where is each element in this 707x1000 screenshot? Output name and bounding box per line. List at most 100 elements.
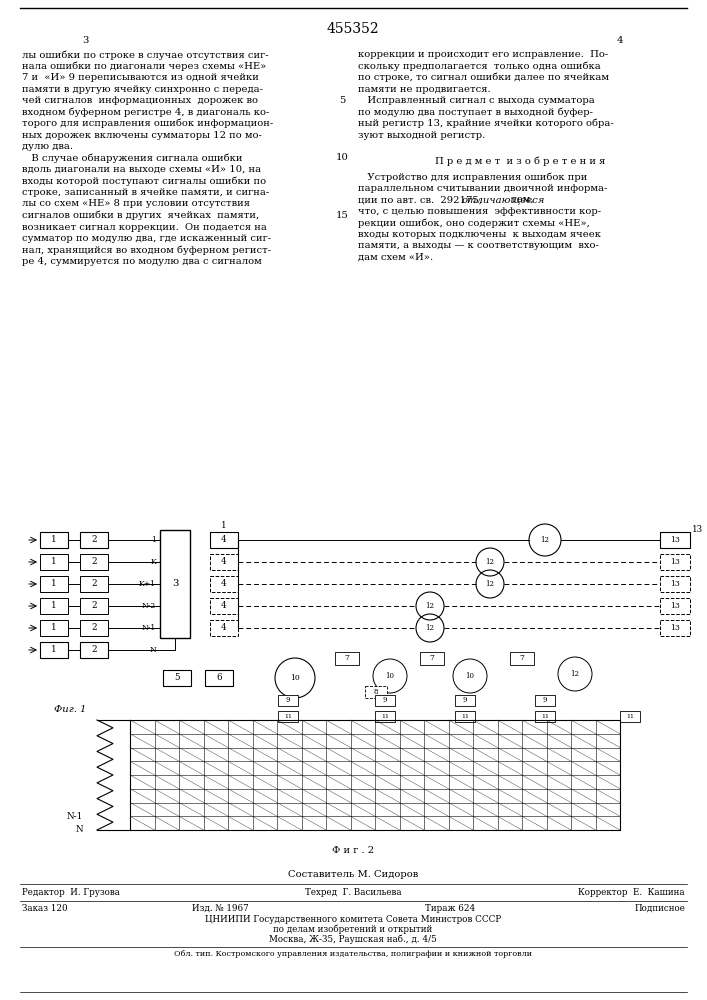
Text: 13: 13 xyxy=(670,602,680,610)
Text: 2: 2 xyxy=(91,601,97,610)
Text: 13: 13 xyxy=(692,526,703,534)
Text: Техред  Г. Васильева: Техред Г. Васильева xyxy=(305,888,402,897)
Text: по делам изобретений и открытий: по делам изобретений и открытий xyxy=(274,925,433,934)
Text: N-1: N-1 xyxy=(66,812,83,821)
Text: 12: 12 xyxy=(486,558,494,566)
Text: 10: 10 xyxy=(465,672,474,680)
Text: Москва, Ж-35, Раушская наб., д. 4/5: Москва, Ж-35, Раушская наб., д. 4/5 xyxy=(269,935,437,944)
Text: Составитель М. Сидоров: Составитель М. Сидоров xyxy=(288,870,418,879)
Text: сумматор по модулю два, где искаженный сиг-: сумматор по модулю два, где искаженный с… xyxy=(22,234,271,243)
Text: 13: 13 xyxy=(670,580,680,588)
Text: что, с целью повышения  эффективности кор-: что, с целью повышения эффективности кор… xyxy=(358,207,601,216)
Text: 2: 2 xyxy=(91,558,97,566)
Text: рекции ошибок, оно содержит схемы «НЕ»,: рекции ошибок, оно содержит схемы «НЕ», xyxy=(358,218,590,228)
Text: 13: 13 xyxy=(670,624,680,632)
FancyBboxPatch shape xyxy=(660,598,690,614)
Text: 10: 10 xyxy=(385,672,395,680)
Text: Обл. тип. Костромского управления издательства, полиграфии и книжной торговли: Обл. тип. Костромского управления издате… xyxy=(174,950,532,958)
Text: 13: 13 xyxy=(670,536,680,544)
FancyBboxPatch shape xyxy=(660,576,690,592)
Text: 4: 4 xyxy=(221,558,227,566)
Text: ции по авт. св.  292175,: ции по авт. св. 292175, xyxy=(358,195,485,204)
Text: 4: 4 xyxy=(221,580,227,588)
Text: параллельном считывании двоичной информа-: параллельном считывании двоичной информа… xyxy=(358,184,607,193)
FancyBboxPatch shape xyxy=(210,554,238,570)
FancyBboxPatch shape xyxy=(210,620,238,636)
Text: ный регистр 13, крайние ячейки которого обра-: ный регистр 13, крайние ячейки которого … xyxy=(358,119,614,128)
FancyBboxPatch shape xyxy=(660,554,690,570)
Text: входы которых подключены  к выходам ячеек: входы которых подключены к выходам ячеек xyxy=(358,230,601,239)
Text: 2: 2 xyxy=(91,646,97,654)
Text: 7 и  «И» 9 переписываются из одной ячейки: 7 и «И» 9 переписываются из одной ячейки xyxy=(22,73,259,82)
Text: входы которой поступают сигналы ошибки по: входы которой поступают сигналы ошибки п… xyxy=(22,176,266,186)
FancyBboxPatch shape xyxy=(375,694,395,706)
Text: 11: 11 xyxy=(284,714,292,718)
Text: 9: 9 xyxy=(286,696,291,704)
FancyBboxPatch shape xyxy=(375,710,395,722)
FancyBboxPatch shape xyxy=(163,670,191,686)
FancyBboxPatch shape xyxy=(365,686,387,698)
Text: зуют выходной регистр.: зуют выходной регистр. xyxy=(358,130,485,139)
Text: отличающееся: отличающееся xyxy=(462,195,545,204)
FancyBboxPatch shape xyxy=(210,598,238,614)
Text: 7: 7 xyxy=(344,654,349,662)
Text: чей сигналов  информационных  дорожек во: чей сигналов информационных дорожек во xyxy=(22,96,258,105)
FancyBboxPatch shape xyxy=(80,532,108,548)
Text: 11: 11 xyxy=(381,714,389,718)
Text: 3: 3 xyxy=(82,36,88,45)
Text: памяти в другую ячейку синхронно с переда-: памяти в другую ячейку синхронно с перед… xyxy=(22,85,263,94)
FancyBboxPatch shape xyxy=(420,652,444,664)
Text: Заказ 120: Заказ 120 xyxy=(22,904,68,913)
Text: Фиг. 1: Фиг. 1 xyxy=(54,705,86,714)
FancyBboxPatch shape xyxy=(160,530,190,638)
Text: 11: 11 xyxy=(461,714,469,718)
Text: строке, записанный в ячейке памяти, и сигна-: строке, записанный в ячейке памяти, и си… xyxy=(22,188,269,197)
FancyBboxPatch shape xyxy=(40,532,68,548)
FancyBboxPatch shape xyxy=(455,694,475,706)
Text: 11: 11 xyxy=(541,714,549,718)
Text: В случае обнаружения сигнала ошибки: В случае обнаружения сигнала ошибки xyxy=(22,153,243,163)
Text: 4: 4 xyxy=(221,536,227,544)
Text: 7: 7 xyxy=(520,654,525,662)
Text: 3: 3 xyxy=(172,580,178,588)
Text: 9: 9 xyxy=(543,696,547,704)
Text: 2: 2 xyxy=(91,536,97,544)
Text: 9: 9 xyxy=(382,696,387,704)
FancyBboxPatch shape xyxy=(335,652,359,664)
Text: 5: 5 xyxy=(339,96,345,105)
FancyBboxPatch shape xyxy=(535,694,555,706)
Text: 4: 4 xyxy=(221,601,227,610)
Text: Редактор  И. Грузова: Редактор И. Грузова xyxy=(22,888,120,897)
Text: 2: 2 xyxy=(91,624,97,633)
Text: Исправленный сигнал с выхода сумматора: Исправленный сигнал с выхода сумматора xyxy=(358,96,595,105)
Text: 4: 4 xyxy=(617,36,624,45)
Text: 12: 12 xyxy=(540,536,549,544)
FancyBboxPatch shape xyxy=(660,620,690,636)
Text: Корректор  Е.  Кашина: Корректор Е. Кашина xyxy=(578,888,685,897)
Text: 7: 7 xyxy=(430,654,434,662)
FancyBboxPatch shape xyxy=(80,576,108,592)
Text: дам схем «И».: дам схем «И». xyxy=(358,253,433,262)
Text: входном буферном регистре 4, в диагональ ко-: входном буферном регистре 4, в диагональ… xyxy=(22,107,269,117)
Text: памяти, а выходы — к соответствующим  вхо-: памяти, а выходы — к соответствующим вхо… xyxy=(358,241,599,250)
FancyBboxPatch shape xyxy=(620,710,640,722)
FancyBboxPatch shape xyxy=(455,710,475,722)
Text: возникает сигнал коррекции.  Он подается на: возникает сигнал коррекции. Он подается … xyxy=(22,223,267,232)
FancyBboxPatch shape xyxy=(40,620,68,636)
Text: 1: 1 xyxy=(51,580,57,588)
Text: 9: 9 xyxy=(463,696,467,704)
Text: K+1: K+1 xyxy=(139,580,156,588)
Text: ных дорожек включены сумматоры 12 по мо-: ных дорожек включены сумматоры 12 по мо- xyxy=(22,130,262,139)
Text: 6: 6 xyxy=(216,674,222,682)
Text: K: K xyxy=(151,558,156,566)
FancyBboxPatch shape xyxy=(40,554,68,570)
FancyBboxPatch shape xyxy=(535,710,555,722)
Text: сигналов ошибки в других  ячейках  памяти,: сигналов ошибки в других ячейках памяти, xyxy=(22,211,259,221)
Text: по строке, то сигнал ошибки далее по ячейкам: по строке, то сигнал ошибки далее по яче… xyxy=(358,73,609,83)
Text: дулю два.: дулю два. xyxy=(22,142,73,151)
Text: П р е д м е т  и з о б р е т е н и я: П р е д м е т и з о б р е т е н и я xyxy=(435,156,605,165)
Text: Изд. № 1967: Изд. № 1967 xyxy=(192,904,248,913)
FancyBboxPatch shape xyxy=(278,710,298,722)
Text: 1: 1 xyxy=(51,624,57,633)
Text: памяти не продвигается.: памяти не продвигается. xyxy=(358,85,491,94)
